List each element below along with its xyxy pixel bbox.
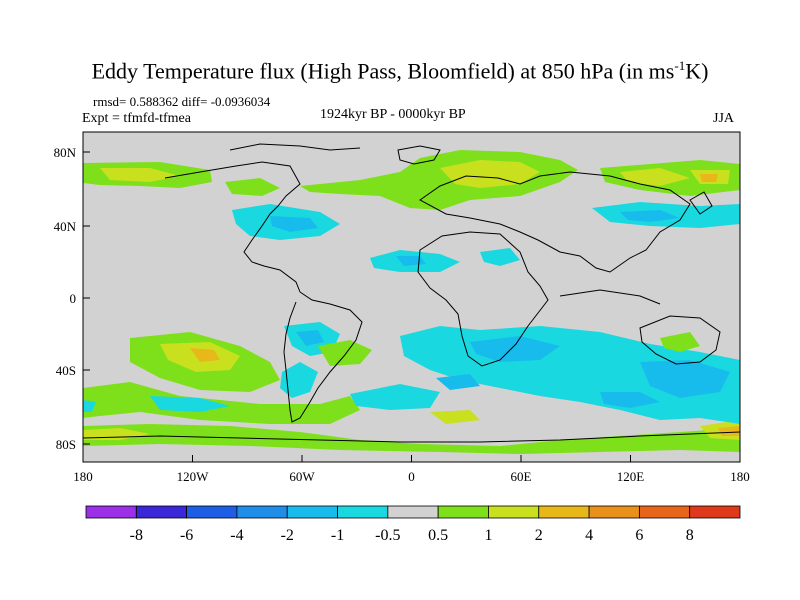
colorbar-swatch (236, 505, 288, 519)
anomaly-region (150, 396, 230, 412)
colorbar-label: 4 (585, 527, 593, 544)
colorbar-label: -0.5 (375, 527, 400, 544)
x-tick-label: 120E (617, 469, 645, 484)
plot-title: Eddy Temperature flux (High Pass, Bloomf… (91, 58, 709, 84)
y-tick-label: 80S (56, 437, 76, 452)
anomaly-region (620, 168, 690, 186)
anomaly-region (100, 168, 180, 182)
y-axis: 80N 40N 0 40S 80S (54, 145, 90, 452)
anomaly-region (436, 374, 480, 390)
anomaly-region (640, 360, 730, 398)
colorbar-swatch (689, 505, 741, 519)
anomaly-region (620, 210, 680, 222)
anomaly-region (318, 340, 372, 366)
colorbar-label: 0.5 (428, 527, 448, 544)
x-tick-label: 180 (730, 469, 750, 484)
colorbar-swatch (85, 505, 137, 519)
y-tick-label: 40N (54, 219, 77, 234)
x-axis: 180 120W 60W 0 60E 120E 180 (73, 455, 750, 484)
y-tick-label: 40S (56, 363, 76, 378)
anomaly-region (718, 426, 740, 436)
colorbar-swatch (538, 505, 590, 519)
anomaly-region (700, 174, 718, 182)
colorbar-swatch (337, 505, 389, 519)
colorbar-swatch (387, 505, 439, 519)
anomaly-region (83, 424, 740, 454)
y-tick-label: 80N (54, 145, 77, 160)
period-label: 1924kyr BP - 0000kyr BP (320, 107, 466, 122)
season-label: JJA (713, 111, 735, 126)
anomaly-region (270, 216, 318, 232)
x-tick-label: 0 (408, 469, 415, 484)
experiment-label: Expt = tfmfd-tfmea (82, 111, 191, 126)
colorbar-label: -8 (130, 527, 143, 544)
colorbar-swatch (286, 505, 338, 519)
colorbar-label: 1 (484, 527, 492, 544)
x-tick-label: 60E (511, 469, 532, 484)
colorbar: -8 -6 -4 -2 -1 -0.5 0.5 1 2 4 6 8 (85, 505, 741, 544)
x-tick-label: 120W (177, 469, 210, 484)
colorbar-swatch (638, 505, 691, 519)
anomaly-region (430, 410, 480, 424)
anomaly-region (83, 400, 96, 412)
colorbar-label: -4 (230, 527, 243, 544)
colorbar-swatch (488, 505, 540, 519)
y-tick-label: 0 (70, 291, 77, 306)
rmsd-diff-stats: rmsd= 0.588362 diff= -0.0936034 (93, 94, 271, 109)
colorbar-swatch (186, 505, 238, 519)
colorbar-label: 6 (635, 527, 643, 544)
anomaly-region (440, 160, 540, 188)
colorbar-swatch (588, 505, 640, 519)
x-tick-label: 60W (289, 469, 315, 484)
x-tick-label: 180 (73, 469, 93, 484)
anomaly-region (480, 248, 520, 266)
anomaly-region (470, 336, 560, 362)
anomaly-region (350, 384, 440, 410)
colorbar-label: -1 (331, 527, 344, 544)
anomaly-region (190, 348, 220, 362)
anomaly-region (660, 332, 700, 352)
colorbar-label: 8 (686, 527, 694, 544)
anomaly-region (296, 330, 324, 346)
colorbar-swatch (437, 505, 489, 519)
anomaly-region (280, 362, 318, 398)
colorbar-swatch (135, 505, 188, 519)
colorbar-label: 2 (535, 527, 543, 544)
colorbar-label: -2 (281, 527, 294, 544)
colorbar-label: -6 (180, 527, 193, 544)
anomaly-region (600, 392, 660, 408)
anomaly-region (225, 178, 280, 196)
coastlines (83, 143, 740, 443)
